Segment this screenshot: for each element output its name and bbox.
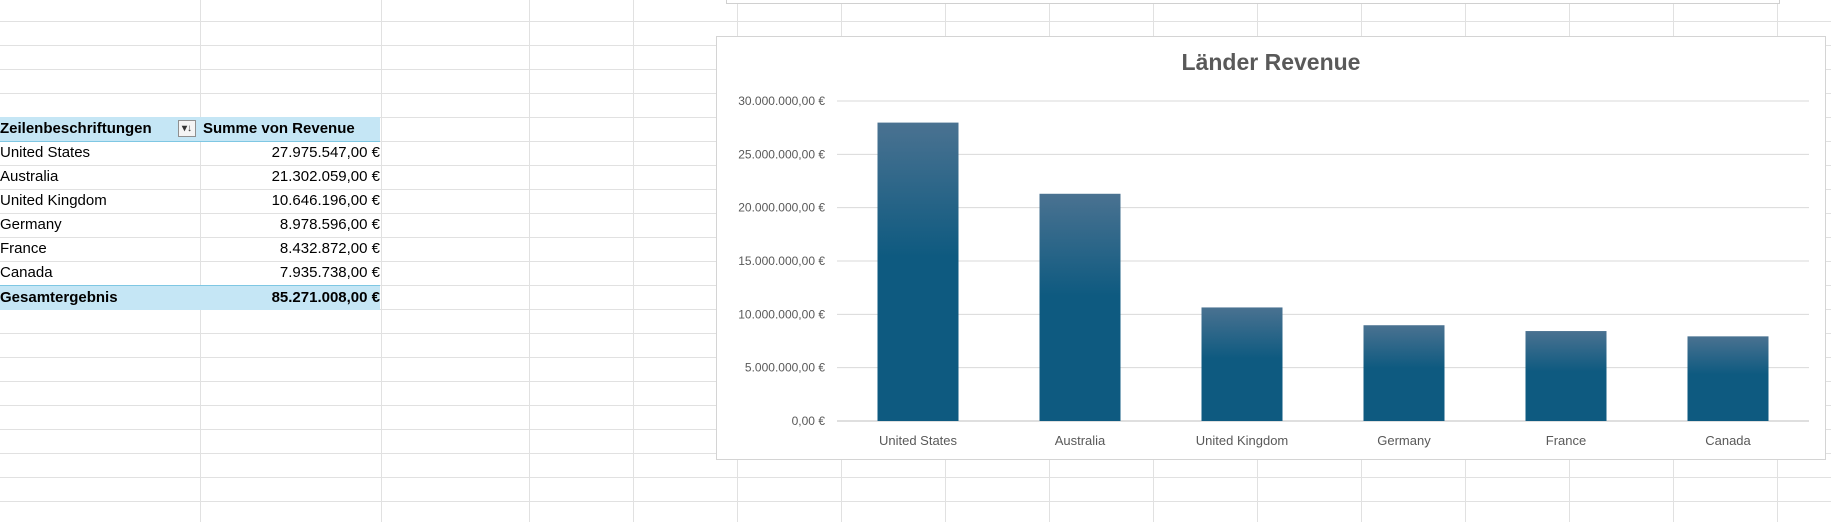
pivot-row[interactable]: Germany 8.978.596,00 € <box>0 213 380 237</box>
pivot-row-value[interactable]: 8.432.872,00 € <box>279 240 380 257</box>
bar-australia[interactable] <box>1039 193 1121 421</box>
pivot-row-value[interactable]: 21.302.059,00 € <box>271 168 380 185</box>
pivot-header-row[interactable]: Zeilenbeschriftungen ▾↓ Summe von Revenu… <box>0 117 380 142</box>
sort-filter-icon[interactable]: ▾↓ <box>178 120 196 137</box>
y-tick-label: 5.000.000,00 € <box>745 361 825 375</box>
revenue-chart[interactable]: Länder Revenue 0,00 € 5.000.000,00 € 10.00… <box>716 36 1826 460</box>
pivot-header-row-labels[interactable]: Zeilenbeschriftungen <box>0 120 152 137</box>
bar-united-states[interactable] <box>877 122 959 421</box>
pivot-row-label[interactable]: France <box>0 240 47 257</box>
bar-united-kingdom[interactable] <box>1201 307 1283 421</box>
x-tick-label: United States <box>879 433 958 448</box>
pivot-row-label[interactable]: Germany <box>0 216 62 233</box>
y-tick-label: 25.000.000,00 € <box>738 147 825 161</box>
pivot-total-label[interactable]: Gesamtergebnis <box>0 289 118 306</box>
bar-germany[interactable] <box>1363 325 1445 421</box>
y-tick-label: 30.000.000,00 € <box>738 94 825 108</box>
pivot-row-value[interactable]: 27.975.547,00 € <box>271 144 380 161</box>
x-tick-label: France <box>1546 433 1586 448</box>
pivot-row-label[interactable]: United States <box>0 144 91 161</box>
bar-canada[interactable] <box>1687 336 1769 421</box>
pivot-row[interactable]: France 8.432.872,00 € <box>0 237 380 261</box>
y-tick-label: 10.000.000,00 € <box>738 307 825 321</box>
y-tick-label: 0,00 € <box>792 414 826 428</box>
bar-france[interactable] <box>1525 331 1607 421</box>
chart-frame-above[interactable] <box>726 0 1780 4</box>
x-tick-label: Australia <box>1055 433 1106 448</box>
chart-title[interactable]: Länder Revenue <box>1181 49 1361 75</box>
pivot-row-value[interactable]: 7.935.738,00 € <box>279 264 380 281</box>
y-tick-label: 20.000.000,00 € <box>738 201 825 215</box>
pivot-row[interactable]: Canada 7.935.738,00 € <box>0 261 380 285</box>
pivot-row[interactable]: Australia 21.302.059,00 € <box>0 165 380 189</box>
pivot-header-value[interactable]: Summe von Revenue <box>203 120 355 137</box>
x-tick-label: Germany <box>1377 433 1431 448</box>
pivot-row-value[interactable]: 8.978.596,00 € <box>279 216 380 233</box>
x-tick-label: Canada <box>1705 433 1751 448</box>
y-tick-label: 15.000.000,00 € <box>738 254 825 268</box>
pivot-row[interactable]: United Kingdom 10.646.196,00 € <box>0 189 380 213</box>
pivot-row-label[interactable]: Australia <box>0 168 59 185</box>
pivot-row-label[interactable]: Canada <box>0 264 53 281</box>
pivot-total-row[interactable]: Gesamtergebnis 85.271.008,00 € <box>0 285 380 310</box>
pivot-total-value[interactable]: 85.271.008,00 € <box>271 289 380 306</box>
pivot-row-label[interactable]: United Kingdom <box>0 192 107 209</box>
pivot-row-value[interactable]: 10.646.196,00 € <box>271 192 380 209</box>
pivot-row[interactable]: United States 27.975.547,00 € <box>0 141 380 165</box>
x-tick-label: United Kingdom <box>1196 433 1289 448</box>
chart-plot[interactable]: 0,00 € 5.000.000,00 € 10.000.000,00 € 15.00… <box>717 37 1825 459</box>
